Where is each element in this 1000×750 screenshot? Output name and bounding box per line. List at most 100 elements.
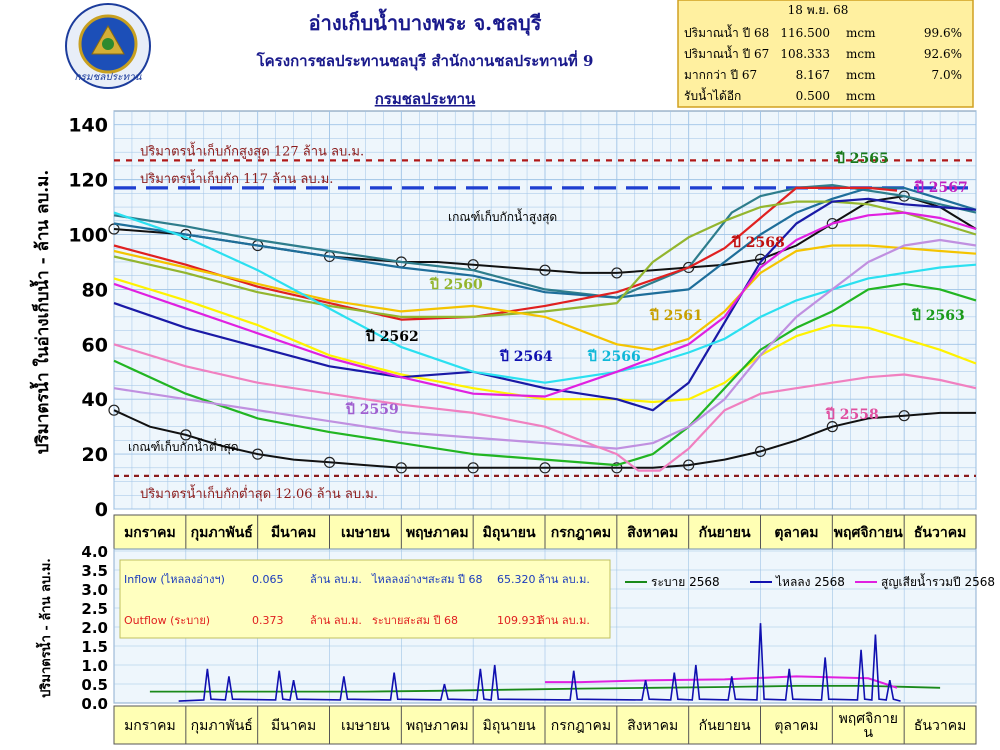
series-line (113, 211, 977, 384)
series-line (113, 211, 977, 398)
inflow-value: 0.065 (252, 573, 284, 586)
rule-curve-marker (754, 445, 767, 457)
outflow-value: 0.373 (252, 614, 284, 627)
year-series (113, 184, 977, 472)
reference-line-label: ปริมาตรน้ำเก็บกักต่ำสุด 12.06 ล้าน ลบ.ม. (140, 484, 378, 502)
series-line (113, 186, 977, 299)
flow-y-tick-label: 4.0 (81, 543, 108, 561)
legend-label: ระบาย 2568 (651, 575, 720, 589)
main-grid (113, 111, 977, 510)
month-label: ตุลาคม (774, 718, 818, 734)
month-label: เมษายน (341, 718, 390, 734)
summary-row-pct: 99.6% (924, 26, 962, 40)
y-tick-label: 20 (82, 444, 108, 466)
month-label: กรกฎาคม (551, 525, 611, 541)
outflow-cum-unit: ล้าน ลบ.ม. (538, 614, 590, 627)
series-annotation: ปี 2565 (835, 151, 889, 167)
y-tick-label: 80 (82, 279, 108, 301)
rule-curve-marker (683, 261, 695, 274)
outflow-cum-label: ระบายสะสม ปี 68 (372, 614, 458, 627)
series-line (113, 186, 898, 321)
summary-row-pct: 92.6% (924, 47, 962, 61)
flow-y-tick-label: 2.0 (81, 619, 108, 637)
month-label: เมษายน (341, 525, 390, 541)
series-annotation: ปี 2562 (365, 329, 419, 345)
flow-y-tick-label: 0.5 (81, 676, 108, 694)
summary-box: 18 พ.ย. 68 ปริมาณน้ำ ปี 68 116.500 mcm 99.6… (677, 0, 974, 108)
month-label: พฤษภาคม (406, 525, 469, 541)
summary-row-value: 108.333 (780, 47, 830, 61)
loss-line (545, 675, 898, 689)
y-tick-label: 0 (95, 499, 108, 521)
summary-row-label: มากกว่า ปี 67 (684, 68, 757, 82)
y-tick-label: 40 (82, 389, 108, 411)
page-org: กรมชลประทาน (375, 90, 476, 108)
rule-curve-marker (611, 462, 623, 474)
series-annotation: ปี 2567 (914, 180, 968, 196)
rule-curve-marker (683, 459, 695, 471)
month-label: สิงหาคม (627, 718, 678, 734)
rule-curve-marker (323, 456, 336, 468)
summary-rows: ปริมาณน้ำ ปี 68 116.500 mcm 99.6% ปริมาณน้ำ … (684, 24, 962, 103)
series-line (113, 343, 977, 472)
flow-y-tick-label: 0.0 (81, 695, 108, 713)
flow-info-box: Inflow (ไหลลงอ่างฯ) 0.065 ล้าน ลบ.ม. ไหล… (119, 559, 611, 639)
series-line (113, 277, 977, 404)
month-label: กุมภาพันธ์ (191, 524, 253, 541)
flow-y-tick-label: 3.5 (81, 562, 108, 580)
flow-y-tick-label: 1.0 (81, 657, 108, 675)
flow-y-tick-label: 2.5 (81, 600, 108, 618)
reference-line-label: ปริมาตรน้ำเก็บกัก 117 ล้าน ลบ.ม. (140, 169, 333, 187)
month-label: มิถุนายน (483, 718, 536, 734)
series-line (113, 244, 977, 351)
series-annotation: ปี 2568 (731, 235, 785, 251)
rule-curve-marker (754, 253, 767, 265)
summary-row-label: ปริมาณน้ำ ปี 68 (684, 24, 769, 40)
reference-line-label: ปริมาตรน้ำเก็บกักสูงสุด 127 ล้าน ลบ.ม. (140, 141, 364, 159)
month-bar-bottom: มกราคม กุมภาพันธ์ มีนาคม เมษายน พฤษภาคม มิถุน… (113, 705, 977, 745)
rule-curve-marker (252, 448, 264, 460)
series-annotations: ปี 2565 ปี 2567 ปี 2568 ปี 2560 ปี 2561 ปี 25… (128, 151, 968, 455)
page-subtitle: โครงการชลประทานชลบุรี สำนักงานชลประทานที… (256, 50, 594, 71)
series-line (113, 282, 977, 467)
summary-date: 18 พ.ย. 68 (788, 3, 849, 17)
logo-text: กรมชลประทาน (74, 72, 142, 83)
series-annotation: ปี 2561 (649, 308, 703, 324)
flow-y-axis-label: ปริมาตรน้ำ - ล้าน ลบ.ม. (35, 558, 54, 698)
summary-row-label: รับน้ำได้อีก (684, 87, 741, 103)
series-line (113, 200, 977, 318)
summary-row-unit: mcm (846, 68, 876, 82)
flow-y-tick-label: 3.0 (81, 581, 108, 599)
main-chart: ปริมาตรน้ำเก็บกักสูงสุด 127 ล้าน ลบ.ม. ปร… (29, 110, 977, 521)
rule-curve-marker (539, 264, 551, 276)
month-label: มกราคม (124, 525, 176, 541)
month-label: พฤษภาคม (406, 718, 469, 734)
flow-y-tick-label: 1.5 (81, 638, 108, 656)
y-tick-label: 100 (68, 225, 108, 247)
main-y-axis-label: ปริมาตรน้ำ ในอ่างเก็บน้ำ - ล้าน ลบ.ม. (29, 170, 53, 455)
summary-row-value: 8.167 (796, 68, 830, 82)
month-label: ธันวาคม (914, 718, 966, 734)
summary-row-pct: 7.0% (932, 68, 963, 82)
month-label: กุมภาพันธ์ (191, 717, 253, 734)
month-label: มิถุนายน (483, 525, 536, 541)
month-label: สิงหาคม (627, 525, 679, 541)
flow-lines (149, 623, 941, 702)
flow-legend: ระบาย 2568 ไหลลง 2568 สูญเสียน้ำรวมปี 2568 (625, 573, 995, 590)
rule-curve-marker (108, 404, 120, 416)
month-label: มกราคม (124, 718, 176, 734)
rule-curve-marker (898, 410, 910, 422)
rule-curve-marker (826, 421, 838, 433)
summary-row-unit: mcm (846, 89, 876, 103)
outflow-label: Outflow (ระบาย) (124, 614, 210, 627)
summary-row-unit: mcm (846, 47, 876, 61)
series-annotation: เกณฑ์เก็บกักน้ำต่ำสุด (128, 438, 239, 455)
series-annotation: ปี 2559 (345, 402, 399, 418)
summary-row-label: ปริมาณน้ำ ปี 67 (684, 45, 769, 61)
inflow-cum-value: 65.320 (497, 573, 536, 586)
month-label: พฤศจิกายน (834, 525, 903, 541)
legend-label: ไหลลง 2568 (775, 575, 845, 589)
rule-curve-marker (180, 429, 192, 441)
series-annotation: ปี 2566 (587, 349, 641, 365)
